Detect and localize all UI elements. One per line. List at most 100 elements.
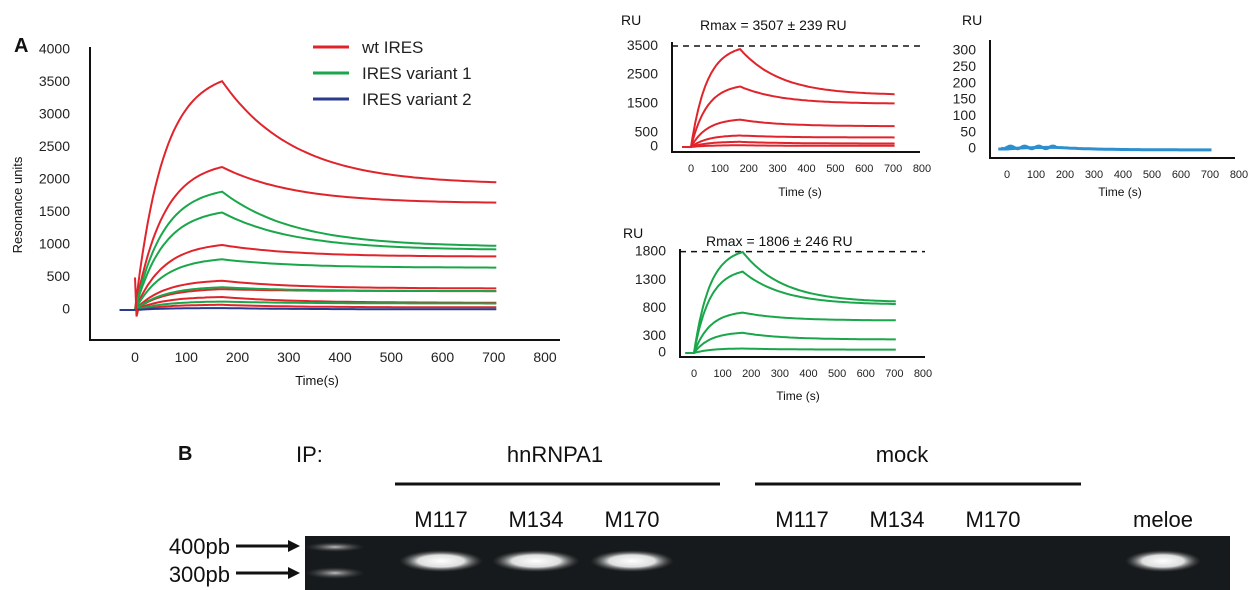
- inset-v1-ytick-label: 300: [643, 327, 667, 343]
- lane-label-hn-m117: M117: [414, 507, 467, 532]
- main-ytick-label: 4000: [39, 41, 70, 57]
- group-hnrnpa1-label: hnRNPA1: [507, 442, 603, 467]
- lane-label-mock-m117: M117: [775, 507, 828, 532]
- inset-v1-curve: [685, 250, 896, 354]
- main-series-1-curve: [119, 303, 497, 311]
- main-ytick-label: 1000: [39, 236, 70, 252]
- inset-v1-xtick-label: 100: [713, 368, 731, 380]
- inset-v2-ytick-label: 200: [953, 74, 977, 90]
- group-mock-label: mock: [876, 442, 930, 467]
- inset-v1-curve: [685, 347, 896, 354]
- gel-band-hn-m134: [492, 550, 580, 572]
- inset-v1-xtick-label: 200: [742, 368, 760, 380]
- main-series-1-curve: [119, 79, 497, 311]
- lane-label-hn-m170: M170: [604, 507, 659, 532]
- inset-wt-ytick-label: 0: [650, 138, 658, 154]
- main-ytick-label: 1500: [39, 203, 70, 219]
- main-xtick-label: 0: [131, 349, 139, 365]
- inset-v2-xtick-label: 300: [1085, 169, 1103, 181]
- inset-v2-xtick-label: 800: [1230, 169, 1248, 181]
- main-ytick-label: 500: [47, 268, 71, 284]
- main-ytick-label: 0: [62, 301, 70, 317]
- lane-label-meloe: meloe: [1133, 507, 1193, 532]
- legend-entry: wt IRES: [361, 38, 423, 57]
- gel-ladder-band-300: [305, 567, 365, 579]
- inset-v2-xtick-label: 100: [1027, 169, 1045, 181]
- inset-v2-ytick-label: 300: [953, 42, 977, 58]
- main-ytick-label: 2000: [39, 171, 70, 187]
- ip-label: IP:: [296, 442, 323, 467]
- gel-band-meloe: [1125, 550, 1201, 572]
- inset-wt-chart: RU Rmax = 3507 ± 239 RU Time (s) 0500150…: [621, 12, 931, 199]
- inset-v1-xtick-label: 400: [799, 368, 817, 380]
- main-injection-spike: [134, 277, 140, 317]
- inset-wt-curve: [682, 140, 895, 148]
- marker-400pb-label: 400pb: [169, 534, 230, 559]
- inset-v2-ytick-label: 0: [968, 140, 976, 156]
- inset-v2-ytick-label: 250: [953, 58, 977, 74]
- inset-v1-ytick-label: 0: [658, 344, 666, 360]
- gel-ladder-band-400: [305, 542, 365, 552]
- inset-wt-ytick-label: 3500: [627, 37, 658, 53]
- main-series-2-curve: [119, 211, 497, 311]
- main-series-1-curve: [119, 243, 497, 311]
- inset-v2-axes: [989, 40, 1235, 159]
- inset-v1-xtick-label: 300: [771, 368, 789, 380]
- main-series-2-curve: [119, 300, 497, 311]
- gel-band-hn-m170: [590, 550, 674, 572]
- inset-v2-ytick-label: 100: [953, 107, 977, 123]
- inset-v1-xtick-label: 800: [914, 368, 932, 380]
- inset-wt-ytick-label: 1500: [627, 95, 658, 111]
- inset-wt-xtick-label: 100: [711, 163, 729, 175]
- inset-v1-curve: [685, 270, 896, 354]
- inset-wt-curve: [682, 47, 895, 148]
- lane-label-hn-m134: M134: [508, 507, 563, 532]
- inset-v2-xtick-label: 400: [1114, 169, 1132, 181]
- main-xlabel: Time(s): [295, 373, 339, 388]
- inset-wt-xlabel: Time (s): [778, 185, 822, 199]
- marker-400pb-arrowhead: [288, 540, 300, 552]
- legend-entry: IRES variant 1: [362, 64, 472, 83]
- panel-a-label: A: [14, 35, 28, 57]
- inset-wt-curve: [682, 118, 895, 148]
- inset-v1-ylabel: RU: [623, 225, 643, 241]
- inset-v2-xtick-label: 0: [1004, 169, 1010, 181]
- main-xtick-label: 300: [277, 349, 301, 365]
- inset-v2-xtick-label: 600: [1172, 169, 1190, 181]
- inset-v2-ytick-label: 150: [953, 91, 977, 107]
- inset-v1-chart: RU Rmax = 1806 ± 246 RU Time (s) 0300800…: [623, 225, 932, 403]
- main-series-2-curve: [119, 286, 497, 311]
- inset-wt-rmax-label: Rmax = 3507 ± 239 RU: [700, 17, 847, 33]
- inset-wt-xtick-label: 700: [884, 163, 902, 175]
- inset-v2-ylabel: RU: [962, 12, 982, 28]
- inset-v1-curve: [685, 331, 896, 354]
- inset-v2-ytick-label: 50: [960, 123, 976, 139]
- lane-label-mock-m170: M170: [965, 507, 1020, 532]
- main-chart: Resonance units Time(s) wt IRES IRES vari…: [10, 38, 560, 388]
- main-legend: wt IRES IRES variant 1 IRES variant 2: [313, 38, 472, 109]
- main-xtick-label: 800: [533, 349, 557, 365]
- inset-wt-xtick-label: 200: [740, 163, 758, 175]
- inset-wt-xtick-label: 0: [688, 163, 694, 175]
- inset-v1-xtick-label: 700: [885, 368, 903, 380]
- inset-v1-xtick-label: 500: [828, 368, 846, 380]
- main-ytick-label: 3500: [39, 73, 70, 89]
- main-ytick-label: 3000: [39, 106, 70, 122]
- inset-v2-noise-trace: [1000, 144, 1057, 151]
- main-ytick-label: 2500: [39, 138, 70, 154]
- inset-wt-curve: [682, 134, 895, 148]
- inset-wt-ytick-label: 500: [635, 123, 659, 139]
- inset-v1-xlabel: Time (s): [776, 389, 820, 403]
- inset-v2-xtick-label: 200: [1056, 169, 1074, 181]
- main-series-3-curve: [119, 307, 497, 311]
- legend-entry: IRES variant 2: [362, 90, 472, 109]
- main-xtick-label: 200: [226, 349, 250, 365]
- main-series-1-curve: [119, 165, 497, 311]
- inset-wt-curve: [682, 85, 895, 148]
- marker-300pb-label: 300pb: [169, 562, 230, 587]
- panel-b-label: B: [178, 443, 192, 465]
- main-series-2-curve: [119, 258, 497, 311]
- main-xtick-label: 500: [380, 349, 404, 365]
- main-xtick-label: 400: [328, 349, 352, 365]
